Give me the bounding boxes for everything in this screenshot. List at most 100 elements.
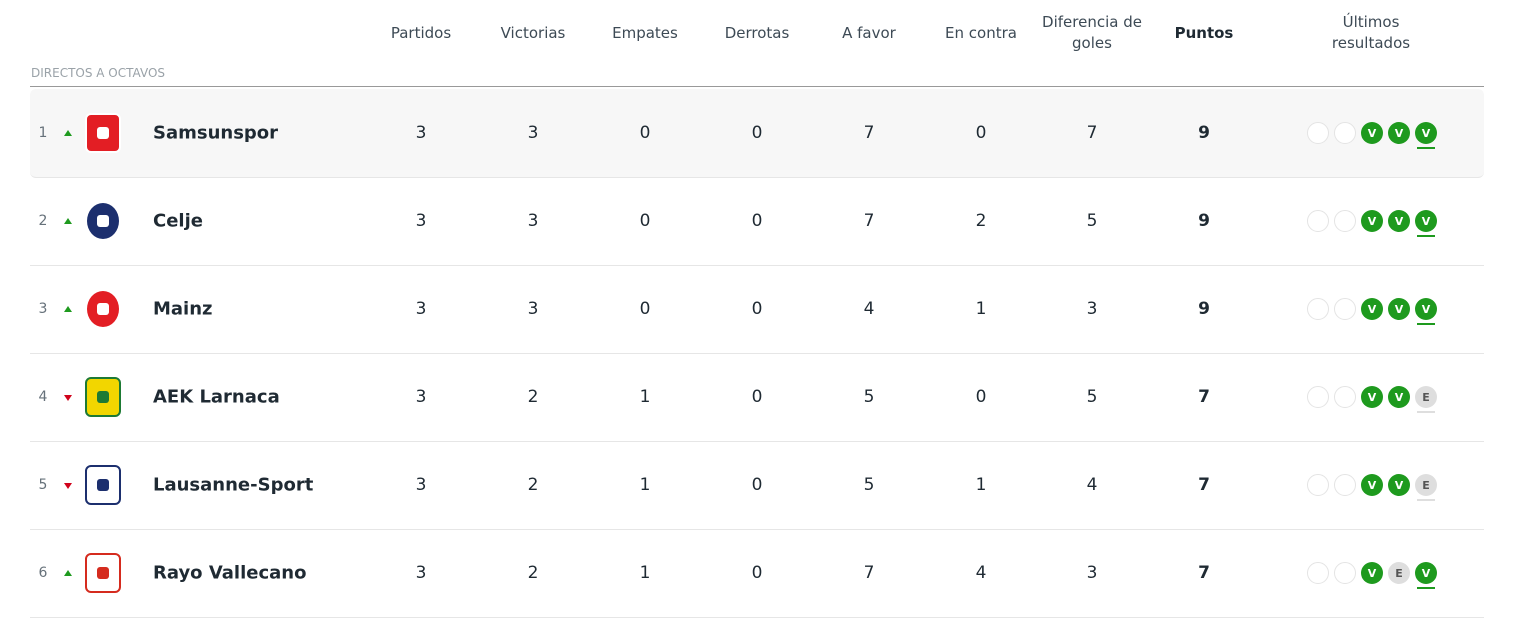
stat: 7 bbox=[863, 211, 875, 231]
result-empty bbox=[1307, 386, 1329, 408]
stat: 3 bbox=[1086, 299, 1098, 319]
table-row: 1 Samsunspor 3 3 0 0 7 0 7 9 V V V bbox=[30, 89, 1484, 178]
points: 9 bbox=[1198, 211, 1210, 231]
stat: 0 bbox=[751, 123, 763, 143]
points: 9 bbox=[1198, 123, 1210, 143]
logo-mark bbox=[97, 303, 109, 315]
section-label: DIRECTOS A OCTAVOS bbox=[31, 66, 166, 80]
stat: 1 bbox=[975, 475, 987, 495]
stat: 0 bbox=[639, 299, 651, 319]
stat: 7 bbox=[1086, 123, 1098, 143]
stat: 0 bbox=[751, 211, 763, 231]
table-row: 2 Celje 3 3 0 0 7 2 5 9 V V V bbox=[30, 177, 1484, 266]
column-header: Partidos bbox=[390, 23, 452, 42]
trend-arrow bbox=[64, 306, 72, 312]
team-name: Samsunspor bbox=[153, 122, 279, 144]
last-result-underline bbox=[1417, 411, 1435, 413]
position: 4 bbox=[38, 389, 48, 405]
team-name: AEK Larnaca bbox=[153, 386, 280, 408]
stat: 5 bbox=[1086, 211, 1098, 231]
result: V bbox=[1415, 210, 1437, 232]
result: V bbox=[1361, 474, 1383, 496]
result: V bbox=[1388, 122, 1410, 144]
stat: 3 bbox=[415, 299, 427, 319]
stat: 7 bbox=[863, 123, 875, 143]
column-header: Derrotas bbox=[724, 23, 790, 42]
column-header: Diferencia de goles bbox=[1042, 13, 1142, 52]
stat: 5 bbox=[863, 475, 875, 495]
result-empty bbox=[1334, 562, 1356, 584]
position: 6 bbox=[38, 565, 48, 581]
last-result-underline bbox=[1417, 499, 1435, 501]
stat: 0 bbox=[639, 211, 651, 231]
stat: 3 bbox=[415, 475, 427, 495]
stat: 3 bbox=[527, 211, 539, 231]
points: 9 bbox=[1198, 299, 1210, 319]
result-empty bbox=[1334, 122, 1356, 144]
result-empty bbox=[1334, 386, 1356, 408]
result: V bbox=[1361, 210, 1383, 232]
stat: 2 bbox=[527, 475, 539, 495]
stat: 1 bbox=[639, 475, 651, 495]
trend-arrow bbox=[64, 218, 72, 224]
table-row: 6 Rayo Vallecano 3 2 1 0 7 4 3 7 V E V bbox=[30, 529, 1484, 618]
column-header: Puntos bbox=[1174, 23, 1234, 42]
result: V bbox=[1388, 474, 1410, 496]
position: 5 bbox=[38, 477, 48, 493]
stat: 5 bbox=[1086, 387, 1098, 407]
result: V bbox=[1361, 386, 1383, 408]
stat: 3 bbox=[527, 123, 539, 143]
table-row: 4 AEK Larnaca 3 2 1 0 5 0 5 7 V V E bbox=[30, 353, 1484, 442]
team-logo bbox=[85, 465, 121, 505]
stat: 0 bbox=[751, 387, 763, 407]
stat: 0 bbox=[751, 299, 763, 319]
stat: 3 bbox=[415, 387, 427, 407]
last-result-underline bbox=[1417, 147, 1435, 149]
result: V bbox=[1388, 386, 1410, 408]
points: 7 bbox=[1198, 475, 1210, 495]
result: V bbox=[1361, 298, 1383, 320]
result-empty bbox=[1307, 474, 1329, 496]
result-empty bbox=[1307, 122, 1329, 144]
header-rule bbox=[30, 86, 1484, 87]
column-header: Últimos resultados bbox=[1331, 13, 1411, 52]
team-logo bbox=[85, 201, 121, 241]
last-result-underline bbox=[1417, 587, 1435, 589]
stat: 1 bbox=[639, 563, 651, 583]
column-header: Victorias bbox=[500, 23, 566, 42]
team-logo bbox=[85, 553, 121, 593]
stat: 5 bbox=[863, 387, 875, 407]
logo-mark bbox=[97, 479, 109, 491]
team-name: Celje bbox=[153, 210, 203, 232]
stat: 3 bbox=[1086, 563, 1098, 583]
column-header: En contra bbox=[945, 23, 1017, 42]
result-empty bbox=[1307, 562, 1329, 584]
stat: 1 bbox=[975, 299, 987, 319]
stat: 2 bbox=[527, 563, 539, 583]
stat: 1 bbox=[639, 387, 651, 407]
result: V bbox=[1388, 210, 1410, 232]
stat: 0 bbox=[975, 387, 987, 407]
team-name: Mainz bbox=[153, 298, 213, 320]
result-empty bbox=[1334, 298, 1356, 320]
trend-arrow bbox=[64, 483, 72, 489]
stat: 0 bbox=[975, 123, 987, 143]
result-empty bbox=[1307, 210, 1329, 232]
stat: 3 bbox=[415, 211, 427, 231]
points: 7 bbox=[1198, 563, 1210, 583]
stat: 0 bbox=[751, 563, 763, 583]
result: V bbox=[1361, 562, 1383, 584]
logo-mark bbox=[97, 567, 109, 579]
points: 7 bbox=[1198, 387, 1210, 407]
last-result-underline bbox=[1417, 235, 1435, 237]
logo-mark bbox=[97, 127, 109, 139]
stat: 4 bbox=[975, 563, 987, 583]
stat: 4 bbox=[863, 299, 875, 319]
result: V bbox=[1415, 298, 1437, 320]
stat: 7 bbox=[863, 563, 875, 583]
team-logo bbox=[85, 113, 121, 153]
column-header: A favor bbox=[842, 23, 896, 42]
team-logo bbox=[85, 377, 121, 417]
position: 3 bbox=[38, 301, 48, 317]
